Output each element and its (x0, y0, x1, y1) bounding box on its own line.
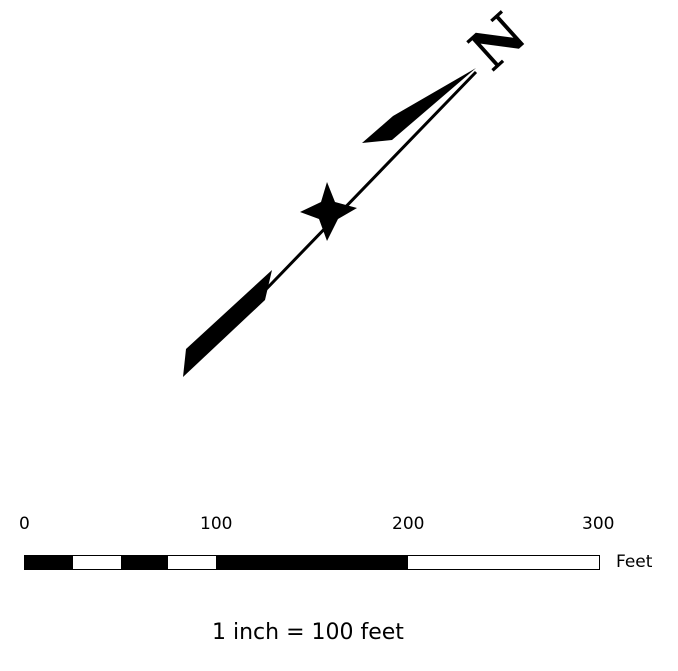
north-arrow-head (362, 68, 476, 143)
scale-bar-segment (216, 556, 408, 569)
scale-bar-segment (25, 556, 73, 569)
scale-bar-segment (407, 556, 599, 569)
north-letter-text: N (457, 0, 539, 83)
north-arrow: N (183, 0, 539, 377)
north-arrow-tail (183, 270, 272, 377)
scale-bar-segment (168, 556, 217, 569)
scale-tick-label-100: 100 (200, 514, 233, 534)
scale-bar-segment (72, 556, 121, 569)
scale-bar (24, 555, 600, 570)
scale-ratio-text: 1 inch = 100 feet (212, 620, 404, 645)
scale-tick-label-0: 0 (19, 514, 30, 534)
star-icon (300, 182, 357, 241)
scale-bar-segment (120, 556, 169, 569)
scale-tick-label-300: 300 (582, 514, 615, 534)
scale-tick-label-200: 200 (392, 514, 425, 534)
north-letter: N (457, 0, 539, 83)
scale-units-label: Feet (616, 552, 653, 572)
